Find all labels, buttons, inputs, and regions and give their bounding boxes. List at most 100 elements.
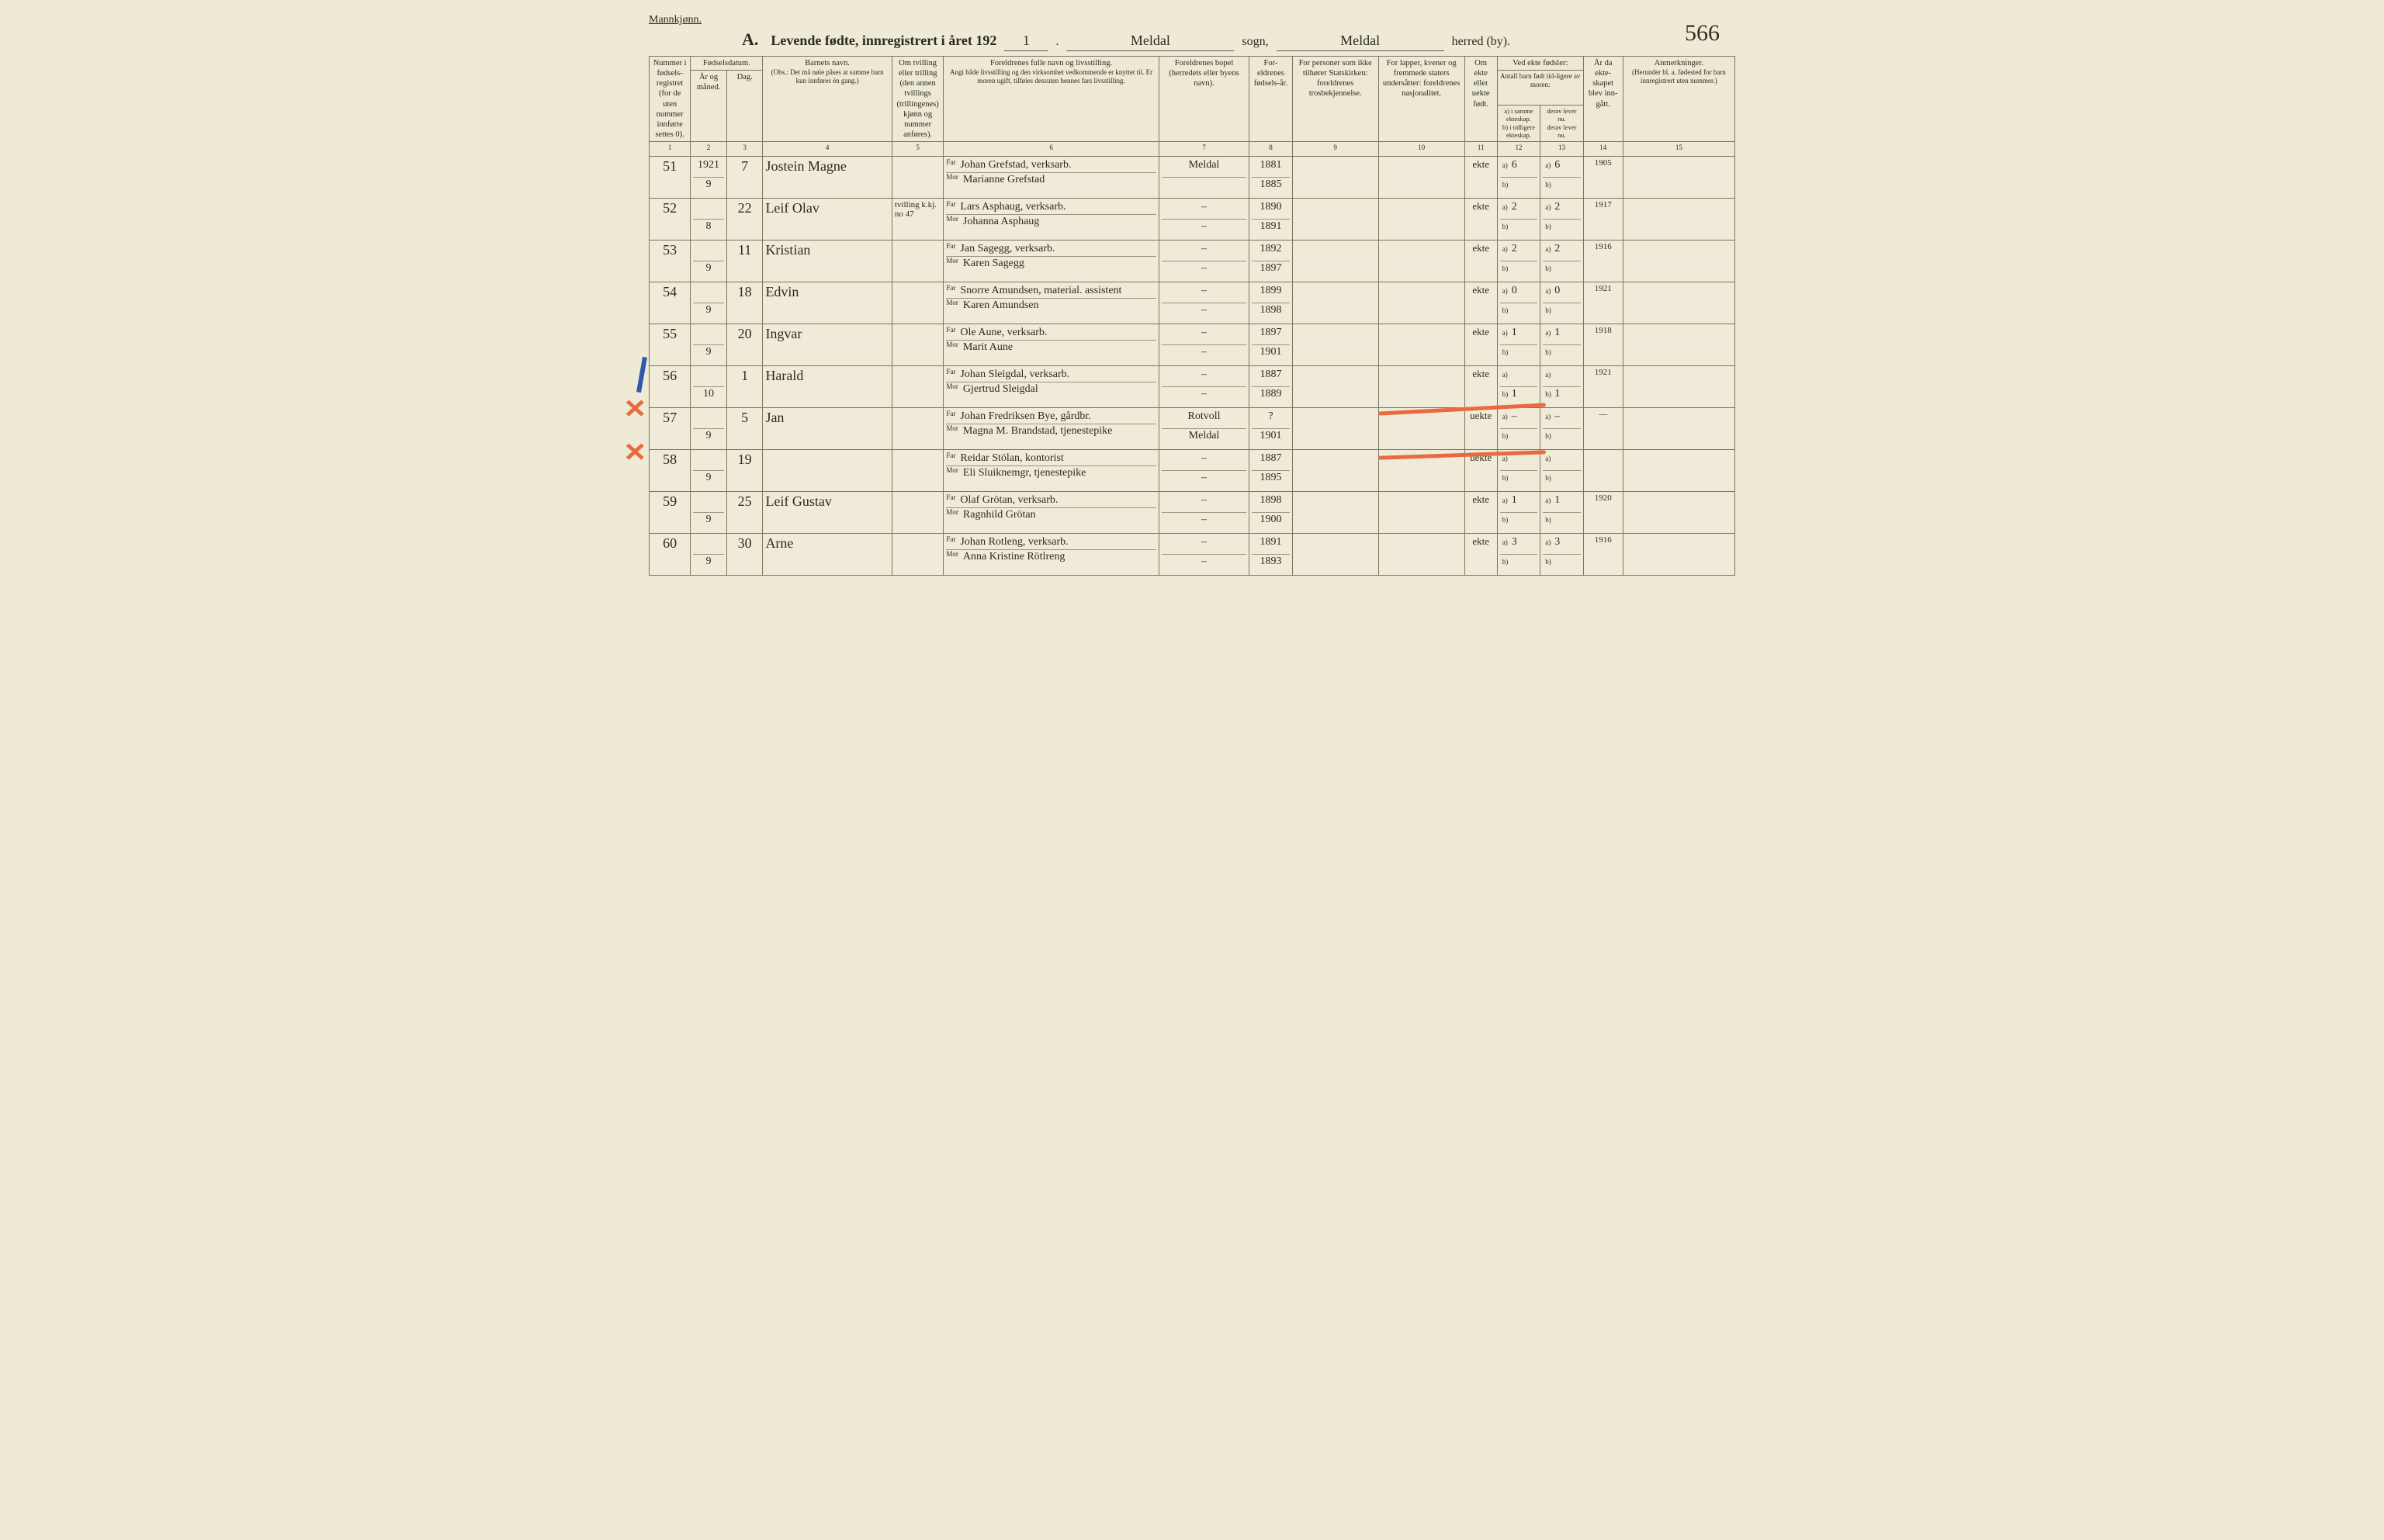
parent-birth-year-top: ? — [1252, 410, 1289, 428]
year-month-top — [693, 200, 724, 219]
far-label: Far — [946, 284, 958, 298]
notes — [1623, 492, 1734, 534]
mor-label: Mor — [946, 257, 962, 271]
hdr-c15: Anmerkninger. (Herunder bl. a. fødested … — [1623, 57, 1734, 142]
mor-label: Mor — [946, 173, 962, 187]
tiny-12: 12 — [1497, 142, 1540, 157]
bopel-top: – — [1162, 200, 1246, 219]
parent-birth-year-bottom: 1895 — [1252, 470, 1289, 490]
children-alive-b: b) — [1543, 512, 1580, 531]
bopel: –– — [1159, 324, 1249, 366]
children-alive-a: a)1 — [1543, 493, 1580, 512]
bopel-top: – — [1162, 535, 1246, 554]
religion — [1292, 199, 1378, 241]
year-month: 8 — [691, 199, 727, 241]
nationality — [1378, 450, 1464, 492]
tiny-15: 15 — [1623, 142, 1734, 157]
mor-label: Mor — [946, 341, 962, 355]
marriage-year: 1921 — [1583, 366, 1623, 408]
blue-margin-mark — [636, 357, 647, 393]
hdr-c13b: derav lever nu. — [1543, 123, 1580, 140]
children-alive-b: b) — [1543, 177, 1580, 196]
bopel-top: – — [1162, 242, 1246, 261]
parent-birth-year-top: 1897 — [1252, 326, 1289, 344]
row-number: 51 — [650, 157, 691, 199]
parent-birth-year-top: 1887 — [1252, 368, 1289, 386]
year-month-bottom: 9 — [693, 177, 724, 196]
religion — [1292, 324, 1378, 366]
year-month: 9 — [691, 534, 727, 576]
year-month-top: 1921 — [693, 158, 724, 177]
ekte-status: uekte — [1464, 450, 1497, 492]
children-alive: a)2b) — [1540, 241, 1583, 282]
hdr-c4-sub: (Obs.: Det må nøie påses at samme barn k… — [765, 68, 889, 86]
children-alive-a: a)2 — [1543, 200, 1580, 219]
table-row: 53911KristianFarJan Sagegg, verksarb.Mor… — [650, 241, 1735, 282]
mother-name: Marianne Grefstad — [962, 173, 1156, 187]
father-name: Snorre Amundsen, material. assistent — [958, 284, 1156, 298]
title-text: Levende fødte, innregistrert i året 192 — [771, 33, 996, 49]
year-month-top — [693, 242, 724, 261]
father-name: Ole Aune, verksarb. — [958, 326, 1156, 340]
notes — [1623, 534, 1734, 576]
title-row: A. Levende fødte, innregistrert i året 1… — [742, 29, 1735, 51]
year-month-top — [693, 326, 724, 344]
hdr-c9: For personer som ikke tilhører Statskirk… — [1292, 57, 1378, 142]
parent-birth-year-bottom: 1891 — [1252, 219, 1289, 238]
ekte-status: ekte — [1464, 492, 1497, 534]
day: 7 — [726, 157, 763, 199]
children-count-a: a)3 — [1500, 535, 1537, 554]
father-name: Johan Sleigdal, verksarb. — [958, 368, 1156, 382]
father-name: Johan Fredriksen Bye, gårdbr. — [958, 410, 1156, 424]
row-number: 54 — [650, 282, 691, 324]
day: 19 — [726, 450, 763, 492]
child-name: Arne — [763, 534, 892, 576]
bopel-bottom: – — [1162, 344, 1246, 364]
parents: FarJan Sagegg, verksarb.MorKaren Sagegg — [944, 241, 1159, 282]
hdr-c12ab: a) i samme ekteskap. b) i tidligere ekte… — [1497, 105, 1540, 142]
children-alive: a)b) — [1540, 450, 1583, 492]
parent-birth-year-bottom: 1885 — [1252, 177, 1289, 196]
nationality — [1378, 408, 1464, 450]
row-number: 52 — [650, 199, 691, 241]
marriage-year: — — [1583, 408, 1623, 450]
title-letter: A. — [742, 29, 758, 50]
parent-birth-year: 18811885 — [1249, 157, 1292, 199]
bopel-top: – — [1162, 452, 1246, 470]
hdr-c12-sub: Antall barn født tid-ligere av moren: — [1497, 71, 1583, 105]
nationality — [1378, 199, 1464, 241]
tiny-1: 1 — [650, 142, 691, 157]
children-count-a: a)– — [1500, 410, 1537, 428]
nationality — [1378, 282, 1464, 324]
ekte-status: ekte — [1464, 241, 1497, 282]
mother-name: Anna Kristine Rötlreng — [962, 550, 1156, 564]
tiny-8: 8 — [1249, 142, 1292, 157]
page: Mannkjønn. 566 A. Levende fødte, innregi… — [618, 0, 1766, 607]
sogn-value: Meldal — [1066, 33, 1234, 51]
children-count: a)0b) — [1497, 282, 1540, 324]
nationality — [1378, 492, 1464, 534]
bopel-top: – — [1162, 368, 1246, 386]
parent-birth-year-bottom: 1900 — [1252, 512, 1289, 531]
children-count-b: b) — [1500, 512, 1537, 531]
marriage-year: 1921 — [1583, 282, 1623, 324]
children-alive-a: a)6 — [1543, 158, 1580, 177]
children-alive-b: b) — [1543, 344, 1580, 364]
table-row: 60930ArneFarJohan Rotleng, verksarb.MorA… — [650, 534, 1735, 576]
year-month-bottom: 10 — [693, 386, 724, 406]
mother-name: Gjertrud Sleigdal — [962, 382, 1156, 396]
religion — [1292, 366, 1378, 408]
tiny-10: 10 — [1378, 142, 1464, 157]
tiny-7: 7 — [1159, 142, 1249, 157]
year-month-top — [693, 410, 724, 428]
parents: FarOlaf Grötan, verksarb.MorRagnhild Grö… — [944, 492, 1159, 534]
day: 5 — [726, 408, 763, 450]
parent-birth-year-top: 1898 — [1252, 493, 1289, 512]
children-count-b: b)1 — [1500, 386, 1537, 406]
twin-note: tvilling k.kj. no 47 — [892, 199, 944, 241]
child-name: Jostein Magne — [763, 157, 892, 199]
nationality — [1378, 157, 1464, 199]
parent-birth-year: 18921897 — [1249, 241, 1292, 282]
year-month-bottom: 9 — [693, 344, 724, 364]
year-month-bottom: 9 — [693, 554, 724, 573]
